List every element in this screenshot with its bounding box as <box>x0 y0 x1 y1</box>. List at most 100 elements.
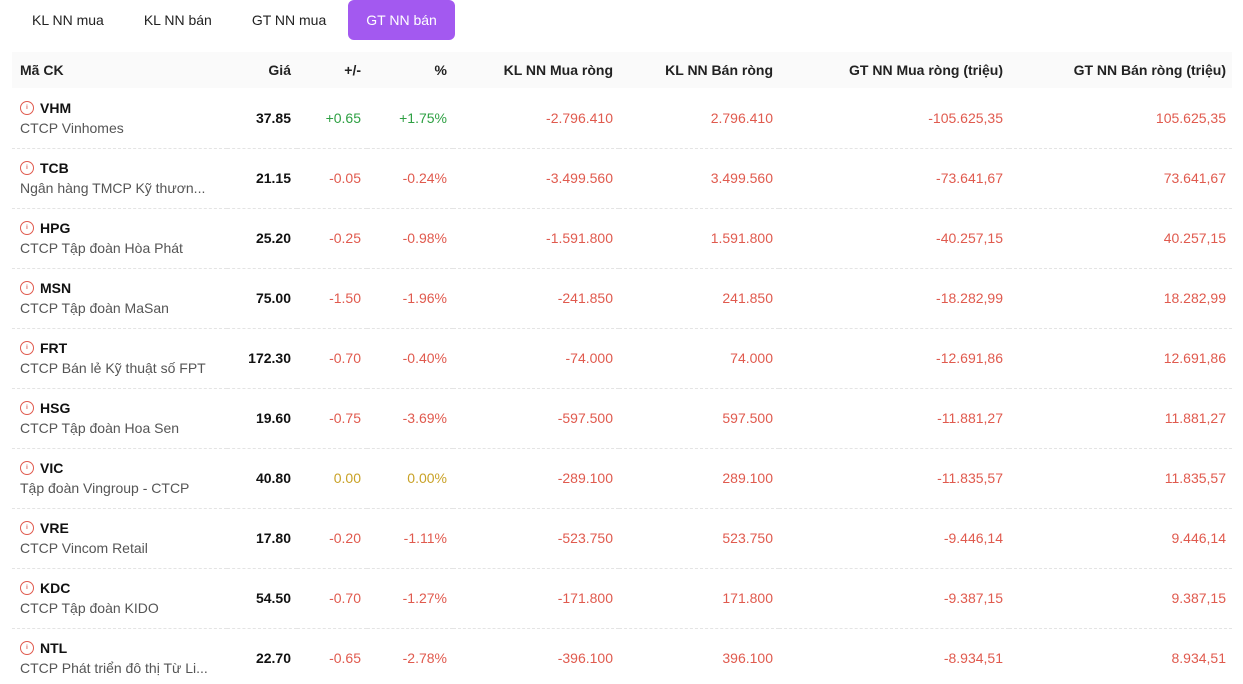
change-cell: -0.20 <box>297 508 367 569</box>
table-row[interactable]: i VHM CTCP Vinhomes 37.85 +0.65 +1.75% -2.796.… <box>12 88 1232 149</box>
table-row[interactable]: i KDC CTCP Tập đoàn KIDO 54.50 -0.70 -1.27% -1… <box>12 568 1232 629</box>
company-name: CTCP Vinhomes <box>20 119 124 136</box>
stock-info-icon[interactable]: i <box>20 221 34 235</box>
table-row[interactable]: i NTL CTCP Phát triển đô thị Từ Li... 22.70… <box>12 628 1232 684</box>
stock-info-icon[interactable]: i <box>20 341 34 355</box>
stock-code[interactable]: HSG <box>40 400 71 416</box>
net-buy-val-cell: -18.282,99 <box>779 268 1009 329</box>
company-name: CTCP Tập đoàn Hòa Phát <box>20 240 183 256</box>
company-name: CTCP Bán lẻ Kỹ thuật số FPT <box>20 360 206 376</box>
stock-cell[interactable]: i HPG CTCP Tập đoàn Hòa Phát <box>12 208 227 269</box>
stock-info-icon[interactable]: i <box>20 461 34 475</box>
net-sell-vol-cell: 289.100 <box>619 448 779 509</box>
table-row[interactable]: i HSG CTCP Tập đoàn Hoa Sen 19.60 -0.75 -3.69… <box>12 388 1232 449</box>
stock-cell[interactable]: i VRE CTCP Vincom Retail <box>12 508 227 569</box>
col-header-change[interactable]: +/- <box>297 52 367 88</box>
stock-code[interactable]: HPG <box>40 220 71 236</box>
col-header-code[interactable]: Mã CK <box>12 52 227 88</box>
percent-cell: -2.78% <box>367 628 453 684</box>
price-cell: 75.00 <box>227 268 297 329</box>
net-buy-vol-cell: -289.100 <box>453 448 619 509</box>
net-buy-vol-cell: -2.796.410 <box>453 88 619 149</box>
tab-gt-nn-mua[interactable]: GT NN mua <box>251 12 327 28</box>
stock-info-icon[interactable]: i <box>20 581 34 595</box>
net-sell-vol-cell: 2.796.410 <box>619 88 779 149</box>
change-cell: 0.00 <box>297 448 367 509</box>
stock-code[interactable]: KDC <box>40 580 71 596</box>
stock-cell[interactable]: i KDC CTCP Tập đoàn KIDO <box>12 568 227 629</box>
net-buy-vol-cell: -74.000 <box>453 328 619 389</box>
net-buy-val-cell: -8.934,51 <box>779 628 1009 684</box>
percent-cell: -0.24% <box>367 148 453 209</box>
table-row[interactable]: i HPG CTCP Tập đoàn Hòa Phát 25.20 -0.25 -0.9… <box>12 208 1232 269</box>
stock-code[interactable]: MSN <box>40 280 72 296</box>
net-sell-val-cell: 8.934,51 <box>1009 628 1232 684</box>
net-sell-val-cell: 18.282,99 <box>1009 268 1232 329</box>
col-header-net-sell-vol[interactable]: KL NN Bán ròng <box>619 52 779 88</box>
tab-kl-nn-mua[interactable]: KL NN mua <box>32 12 104 28</box>
stock-info-icon[interactable]: i <box>20 100 34 115</box>
change-cell: -0.70 <box>297 568 367 629</box>
stock-cell[interactable]: i NTL CTCP Phát triển đô thị Từ Li... <box>12 628 227 684</box>
stock-cell[interactable]: i MSN CTCP Tập đoàn MaSan <box>12 268 227 329</box>
stock-info-icon[interactable]: i <box>20 641 34 655</box>
net-sell-vol-cell: 3.499.560 <box>619 148 779 209</box>
col-header-percent[interactable]: % <box>367 52 453 88</box>
percent-cell: +1.75% <box>367 88 453 149</box>
net-sell-val-cell: 73.641,67 <box>1009 148 1232 209</box>
col-header-price[interactable]: Giá <box>227 52 297 88</box>
net-buy-vol-cell: -396.100 <box>453 628 619 684</box>
company-name: CTCP Tập đoàn KIDO <box>20 600 159 616</box>
company-name: CTCP Tập đoàn MaSan <box>20 300 169 316</box>
stock-cell[interactable]: i VHM CTCP Vinhomes <box>12 88 227 149</box>
table-row[interactable]: i FRT CTCP Bán lẻ Kỹ thuật số FPT 172.30 -0.… <box>12 328 1232 389</box>
stock-code[interactable]: FRT <box>40 340 68 356</box>
stock-code[interactable]: TCB <box>40 160 69 176</box>
stock-code[interactable]: VRE <box>40 520 69 536</box>
percent-cell: -3.69% <box>367 388 453 449</box>
price-cell: 17.80 <box>227 508 297 569</box>
stock-info-icon[interactable]: i <box>20 161 34 175</box>
change-cell: -1.50 <box>297 268 367 329</box>
table-row[interactable]: i VRE CTCP Vincom Retail 17.80 -0.20 -1.11% -5… <box>12 508 1232 569</box>
stock-code[interactable]: VHM <box>40 99 72 116</box>
net-buy-vol-cell: -1.591.800 <box>453 208 619 269</box>
stock-code[interactable]: NTL <box>40 640 68 656</box>
net-sell-val-cell: 9.387,15 <box>1009 568 1232 629</box>
stock-info-icon[interactable]: i <box>20 281 34 295</box>
net-sell-vol-cell: 396.100 <box>619 628 779 684</box>
net-sell-val-cell: 9.446,14 <box>1009 508 1232 569</box>
net-sell-vol-cell: 171.800 <box>619 568 779 629</box>
company-name: Tập đoàn Vingroup - CTCP <box>20 480 190 496</box>
tab-gt-nn-ban[interactable]: GT NN bán <box>348 0 455 40</box>
stock-cell[interactable]: i VIC Tập đoàn Vingroup - CTCP <box>12 448 227 509</box>
net-sell-val-cell: 40.257,15 <box>1009 208 1232 269</box>
stock-info-icon[interactable]: i <box>20 401 34 415</box>
change-cell: -0.25 <box>297 208 367 269</box>
price-cell: 172.30 <box>227 328 297 389</box>
net-buy-val-cell: -73.641,67 <box>779 148 1009 209</box>
table-row[interactable]: i TCB Ngân hàng TMCP Kỹ thươn... 21.15 -0.05… <box>12 148 1232 209</box>
change-cell: -0.75 <box>297 388 367 449</box>
tab-kl-nn-ban[interactable]: KL NN bán <box>143 12 212 28</box>
col-header-net-buy-vol[interactable]: KL NN Mua ròng <box>453 52 619 88</box>
stock-cell[interactable]: i HSG CTCP Tập đoàn Hoa Sen <box>12 388 227 449</box>
net-buy-vol-cell: -597.500 <box>453 388 619 449</box>
net-sell-vol-cell: 1.591.800 <box>619 208 779 269</box>
net-sell-vol-cell: 241.850 <box>619 268 779 329</box>
price-cell: 54.50 <box>227 568 297 629</box>
foreign-trading-table: Mã CK Giá +/- % KL NN Mua ròng KL NN Bán… <box>12 52 1232 684</box>
stock-info-icon[interactable]: i <box>20 521 34 535</box>
stock-cell[interactable]: i FRT CTCP Bán lẻ Kỹ thuật số FPT <box>12 328 227 389</box>
col-header-net-sell-val[interactable]: GT NN Bán ròng (triệu) <box>1009 52 1232 88</box>
percent-cell: -1.27% <box>367 568 453 629</box>
change-cell: -0.05 <box>297 148 367 209</box>
change-cell: +0.65 <box>297 88 367 149</box>
table-row[interactable]: i VIC Tập đoàn Vingroup - CTCP 40.80 0.00 0.0… <box>12 448 1232 509</box>
net-buy-val-cell: -9.446,14 <box>779 508 1009 569</box>
stock-code[interactable]: VIC <box>40 460 64 476</box>
col-header-net-buy-val[interactable]: GT NN Mua ròng (triệu) <box>779 52 1009 88</box>
table-row[interactable]: i MSN CTCP Tập đoàn MaSan 75.00 -1.50 -1.96% -… <box>12 268 1232 329</box>
percent-cell: -1.96% <box>367 268 453 329</box>
stock-cell[interactable]: i TCB Ngân hàng TMCP Kỹ thươn... <box>12 148 227 209</box>
